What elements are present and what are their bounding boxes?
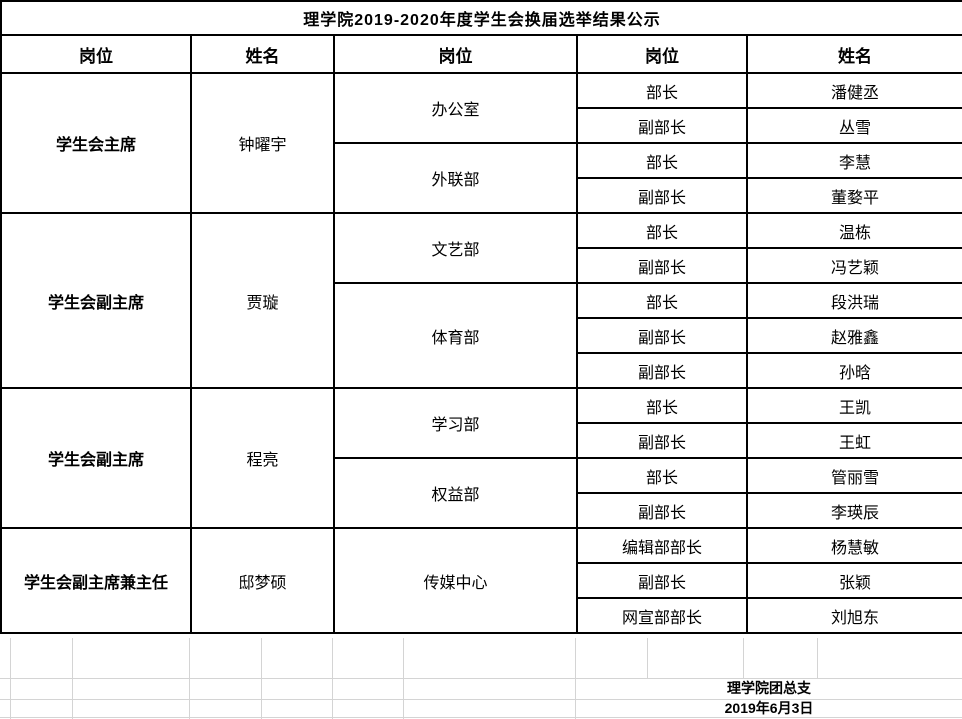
role-cell: 副部长: [576, 492, 748, 529]
member-name-cell: 赵雅鑫: [746, 317, 962, 354]
chief-name-cell: 贾璇: [190, 212, 335, 389]
position-cell: 学生会副主席: [0, 387, 192, 529]
table-row: 副部长 王虹: [1, 422, 962, 459]
gridline: [332, 678, 333, 719]
role-cell: 副部长: [576, 177, 748, 214]
gridline: [403, 678, 404, 719]
member-name-cell: 刘旭东: [746, 597, 962, 634]
dept-cell: 文艺部: [333, 212, 578, 284]
role-cell: 部长: [576, 212, 748, 249]
role-cell: 副部长: [576, 562, 748, 599]
table-row: 副部长 赵雅鑫: [1, 317, 962, 354]
gridline: [575, 678, 576, 719]
role-cell: 网宣部部长: [576, 597, 748, 634]
gridline: [189, 678, 190, 719]
col-header-role-position: 岗位: [576, 34, 748, 74]
role-cell: 部长: [576, 72, 748, 109]
table-row: 副部长 冯艺颖: [1, 247, 962, 284]
table-row: 学生会主席 钟曜宇 办公室 部长 潘健丞: [0, 72, 962, 214]
role-cell: 部长: [576, 282, 748, 319]
footer-date: 2019年6月3日: [724, 700, 814, 716]
dept-cell: 办公室: [333, 72, 578, 144]
dept-cell: 体育部: [333, 282, 578, 389]
chief-name-cell: 程亮: [190, 387, 335, 529]
member-name-cell: 丛雪: [746, 107, 962, 144]
table-row: 副部长 张颖: [1, 562, 962, 599]
dept-cell: 学习部: [333, 387, 578, 459]
title-row: 理学院2019-2020年度学生会换届选举结果公示: [0, 0, 962, 36]
table-row: 学生会副主席 程亮 学习部 部长 王凯: [0, 387, 962, 529]
role-cell: 部长: [576, 457, 748, 494]
position-cell: 学生会主席: [0, 72, 192, 214]
gridline: [817, 638, 818, 678]
gridline: [261, 678, 262, 719]
member-name-cell: 李慧: [746, 142, 962, 179]
table-row: 副部长 董婺平: [1, 177, 962, 214]
gridline: [575, 638, 576, 678]
gridline: [10, 678, 11, 719]
chief-name-cell: 邸梦硕: [190, 527, 335, 634]
gridline: [0, 699, 962, 700]
gridline: [261, 638, 262, 678]
role-cell: 副部长: [576, 247, 748, 284]
gridline: [0, 678, 962, 679]
member-name-cell: 杨慧敏: [746, 527, 962, 564]
table-row: 学生会副主席兼主任 邸梦硕 传媒中心 编辑部部长 杨慧敏: [0, 527, 962, 634]
member-name-cell: 王凯: [746, 387, 962, 424]
member-name-cell: 管丽雪: [746, 457, 962, 494]
role-cell: 部长: [576, 142, 748, 179]
role-cell: 副部长: [576, 422, 748, 459]
table-row: 副部长 李瑛辰: [1, 492, 962, 529]
role-cell: 编辑部部长: [576, 527, 748, 564]
gridline: [743, 638, 744, 678]
member-name-cell: 温栋: [746, 212, 962, 249]
member-name-cell: 王虹: [746, 422, 962, 459]
table-row: 学生会副主席 贾璇 文艺部 部长 温栋: [0, 212, 962, 389]
gridline: [403, 638, 404, 678]
dept-cell: 权益部: [333, 457, 578, 529]
member-name-cell: 张颖: [746, 562, 962, 599]
role-cell: 副部长: [576, 317, 748, 354]
col-header-dept-position: 岗位: [333, 34, 578, 74]
footer-organization: 理学院团总支: [727, 680, 811, 696]
member-name-cell: 李瑛辰: [746, 492, 962, 529]
col-header-position: 岗位: [0, 34, 192, 74]
member-name-cell: 董婺平: [746, 177, 962, 214]
member-name-cell: 孙晗: [746, 352, 962, 389]
table-row: 权益部 部长 管丽雪: [1, 457, 962, 529]
gridline: [72, 678, 73, 719]
gridline: [647, 638, 648, 678]
chief-name-cell: 钟曜宇: [190, 72, 335, 214]
page-title: 理学院2019-2020年度学生会换届选举结果公示: [0, 0, 962, 36]
position-cell: 学生会副主席兼主任: [0, 527, 192, 634]
col-header-member-name: 姓名: [746, 34, 962, 74]
position-cell: 学生会副主席: [0, 212, 192, 389]
dept-cell: 传媒中心: [333, 527, 578, 634]
table-row: 外联部 部长 李慧: [1, 142, 962, 214]
gridline: [332, 638, 333, 678]
gridline: [10, 638, 11, 678]
role-cell: 部长: [576, 387, 748, 424]
table-row: 副部长 孙晗: [1, 352, 962, 389]
dept-cell: 外联部: [333, 142, 578, 214]
table-row: 网宣部部长 刘旭东: [1, 597, 962, 634]
col-header-name: 姓名: [190, 34, 335, 74]
gridline: [0, 717, 962, 718]
member-name-cell: 潘健丞: [746, 72, 962, 109]
member-name-cell: 冯艺颖: [746, 247, 962, 284]
member-name-cell: 段洪瑞: [746, 282, 962, 319]
header-row: 岗位 姓名 岗位 岗位 姓名: [0, 34, 962, 74]
role-cell: 副部长: [576, 352, 748, 389]
role-cell: 副部长: [576, 107, 748, 144]
gridline: [72, 638, 73, 678]
table-row: 副部长 丛雪: [1, 107, 962, 144]
spreadsheet-gridlines: 理学院团总支 2019年6月3日: [0, 638, 962, 719]
results-table: 理学院2019-2020年度学生会换届选举结果公示 岗位 姓名 岗位 岗位 姓名…: [0, 0, 962, 634]
gridline: [189, 638, 190, 678]
table-row: 体育部 部长 段洪瑞: [1, 282, 962, 389]
